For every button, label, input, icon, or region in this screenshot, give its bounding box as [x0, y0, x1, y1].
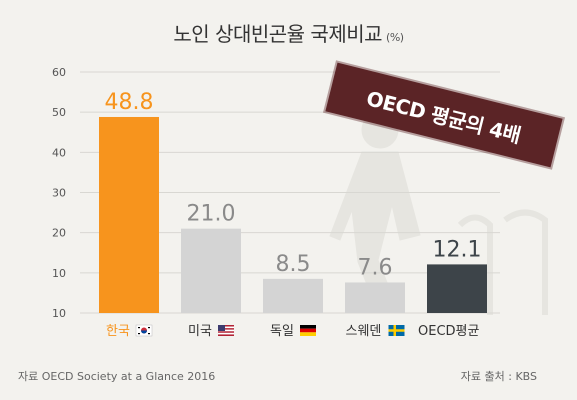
y-tick-label: 40 [52, 146, 66, 159]
y-tick-label: 10 [52, 307, 66, 320]
data-source: 자료 OECD Society at a Glance 2016 [18, 370, 216, 383]
y-tick-label: 20 [52, 227, 66, 240]
bar [181, 228, 241, 313]
y-tick-label: 60 [52, 66, 66, 79]
y-tick-label: 30 [52, 187, 66, 200]
bar-value-label: 48.8 [105, 90, 154, 115]
chart-title-unit: (%) [386, 31, 404, 44]
bar-value-label: 21.0 [187, 202, 236, 227]
bar-value-label: 8.5 [276, 252, 311, 277]
x-category-label: 한국 [106, 324, 130, 339]
x-category-label: 스웨덴 [346, 324, 382, 339]
x-category-label: OECD평균 [418, 324, 479, 339]
bar-value-label: 12.1 [433, 237, 482, 262]
chart-title: 노인 상대빈곤율 국제비교 (%) [0, 18, 577, 47]
germany-flag-icon [300, 325, 316, 336]
bar [345, 282, 405, 313]
sweden-flag-icon [388, 325, 405, 336]
y-tick-label: 50 [52, 106, 66, 119]
chart-title-text: 노인 상대빈곤율 국제비교 [173, 22, 383, 46]
x-category-label: 독일 [270, 324, 294, 339]
bar [99, 116, 159, 313]
source-credit: 자료 출처 : KBS [460, 370, 537, 383]
bar [263, 278, 323, 313]
bar-value-label: 7.6 [358, 255, 393, 280]
x-category-label: 미국 [188, 324, 212, 339]
usa-flag-icon [218, 325, 234, 336]
y-tick-label: 10 [52, 267, 66, 280]
bar [427, 264, 487, 313]
korea-flag-icon [135, 324, 153, 337]
